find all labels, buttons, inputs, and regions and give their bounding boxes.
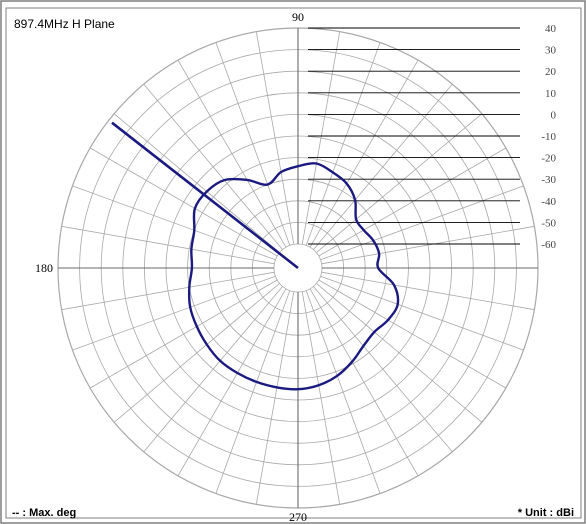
max-direction-legend: -- : Max. deg [12, 507, 77, 519]
grid-spoke [177, 288, 287, 477]
grid-spoke [301, 291, 341, 505]
radial-tick-label: -50 [541, 217, 556, 229]
radial-tick-label: -40 [541, 196, 556, 208]
grid-spoke [215, 290, 291, 494]
grid-spoke [72, 275, 276, 351]
grid-spoke [89, 279, 278, 389]
grid-spoke [313, 286, 453, 453]
chart-title: 897.4MHz H Plane [14, 17, 115, 31]
grid-spoke [61, 225, 275, 265]
grid-spoke [309, 59, 419, 248]
gain-pattern-trace [187, 162, 400, 391]
radial-tick-label: 20 [545, 66, 557, 78]
grid-spoke [301, 31, 341, 245]
angle-label-bottom: 270 [289, 510, 307, 524]
grid-spoke [72, 185, 276, 261]
grid-spoke [318, 147, 507, 257]
radial-tick-label: 10 [545, 88, 557, 100]
grid-spoke [143, 286, 283, 453]
grid-spoke [61, 271, 275, 311]
grid-spoke [255, 291, 295, 505]
unit-label: * Unit : dBi [517, 507, 574, 519]
radial-tick-label: 0 [551, 109, 557, 121]
grid-spoke [321, 271, 535, 311]
grid-spoke [177, 59, 287, 248]
grid-spoke [316, 283, 483, 423]
grid-spoke [255, 31, 295, 245]
grid-spoke [113, 283, 280, 423]
grid-spoke [113, 113, 280, 253]
grid-spoke [316, 113, 483, 253]
radial-tick-label: -60 [541, 239, 556, 251]
radial-tick-label: -20 [541, 153, 556, 165]
inner-frame [5, 7, 582, 519]
angle-label-top: 90 [292, 10, 304, 24]
radial-tick-label: -30 [541, 174, 556, 186]
grid-spoke [309, 288, 419, 477]
polar-grid [57, 27, 539, 509]
radial-tick-label: -10 [541, 131, 556, 143]
grid-spoke [89, 147, 278, 257]
angle-label-left: 180 [35, 261, 53, 275]
grid-spoke [143, 83, 283, 250]
radial-tick-label: 40 [545, 23, 557, 35]
grid-spoke [321, 225, 535, 265]
grid-spoke [305, 290, 381, 494]
grid-spoke [320, 275, 524, 351]
angle-labels: 90 180 270 [35, 10, 307, 524]
grid-spoke [305, 42, 381, 246]
max-direction-line [111, 121, 299, 270]
radial-tick-label: 30 [545, 45, 557, 57]
grid-spoke [215, 42, 291, 246]
grid-spoke [318, 279, 507, 389]
